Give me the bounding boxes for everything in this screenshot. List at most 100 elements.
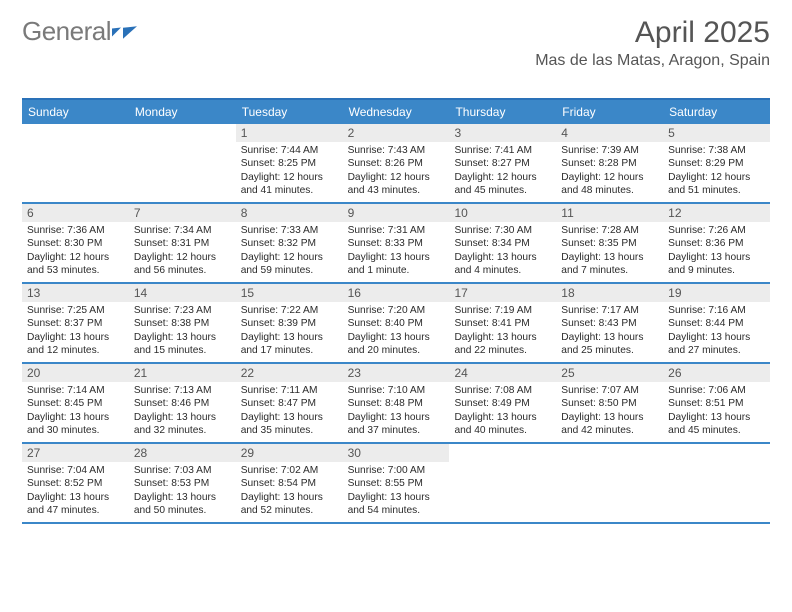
sunrise-text: Sunrise: 7:30 AM xyxy=(454,224,551,237)
day-details: Sunrise: 7:28 AMSunset: 8:35 PMDaylight:… xyxy=(556,222,663,281)
day-number: 13 xyxy=(22,284,129,302)
day-details: Sunrise: 7:25 AMSunset: 8:37 PMDaylight:… xyxy=(22,302,129,361)
day-details: Sunrise: 7:03 AMSunset: 8:53 PMDaylight:… xyxy=(129,462,236,521)
day-cell: 8Sunrise: 7:33 AMSunset: 8:32 PMDaylight… xyxy=(236,204,343,282)
sunrise-text: Sunrise: 7:07 AM xyxy=(561,384,658,397)
day-cell: 16Sunrise: 7:20 AMSunset: 8:40 PMDayligh… xyxy=(343,284,450,362)
sunrise-text: Sunrise: 7:16 AM xyxy=(668,304,765,317)
sunrise-text: Sunrise: 7:31 AM xyxy=(348,224,445,237)
day-number: 25 xyxy=(556,364,663,382)
sunset-text: Sunset: 8:38 PM xyxy=(134,317,231,330)
day-cell: 4Sunrise: 7:39 AMSunset: 8:28 PMDaylight… xyxy=(556,124,663,202)
day-number: 8 xyxy=(236,204,343,222)
sunset-text: Sunset: 8:43 PM xyxy=(561,317,658,330)
day-details: Sunrise: 7:04 AMSunset: 8:52 PMDaylight:… xyxy=(22,462,129,521)
sunset-text: Sunset: 8:47 PM xyxy=(241,397,338,410)
day-cell: 1Sunrise: 7:44 AMSunset: 8:25 PMDaylight… xyxy=(236,124,343,202)
sunset-text: Sunset: 8:25 PM xyxy=(241,157,338,170)
calendar-page: General Blue April 2025 Mas de las Matas… xyxy=(0,0,792,534)
day-cell: 21Sunrise: 7:13 AMSunset: 8:46 PMDayligh… xyxy=(129,364,236,442)
sunrise-text: Sunrise: 7:10 AM xyxy=(348,384,445,397)
daylight-text: Daylight: 12 hours and 51 minutes. xyxy=(668,171,765,198)
day-cell: 13Sunrise: 7:25 AMSunset: 8:37 PMDayligh… xyxy=(22,284,129,362)
daylight-text: Daylight: 13 hours and 47 minutes. xyxy=(27,491,124,518)
sunset-text: Sunset: 8:46 PM xyxy=(134,397,231,410)
sunrise-text: Sunrise: 7:38 AM xyxy=(668,144,765,157)
sunrise-text: Sunrise: 7:20 AM xyxy=(348,304,445,317)
day-details: Sunrise: 7:39 AMSunset: 8:28 PMDaylight:… xyxy=(556,142,663,201)
day-number: 10 xyxy=(449,204,556,222)
sunrise-text: Sunrise: 7:17 AM xyxy=(561,304,658,317)
day-number: 21 xyxy=(129,364,236,382)
sunrise-text: Sunrise: 7:14 AM xyxy=(27,384,124,397)
brand-logo-text: General Blue xyxy=(22,18,137,92)
day-number: 4 xyxy=(556,124,663,142)
sunset-text: Sunset: 8:48 PM xyxy=(348,397,445,410)
day-number: 15 xyxy=(236,284,343,302)
day-cell: 28Sunrise: 7:03 AMSunset: 8:53 PMDayligh… xyxy=(129,444,236,522)
day-number: 27 xyxy=(22,444,129,462)
day-cell-blank xyxy=(129,124,236,202)
sunset-text: Sunset: 8:32 PM xyxy=(241,237,338,250)
weekday-header: Tuesday xyxy=(236,100,343,124)
day-number: 22 xyxy=(236,364,343,382)
day-cell: 23 Sunrise: 7:10 AMSunset: 8:48 PMDayligh… xyxy=(343,364,450,442)
sunset-text: Sunset: 8:29 PM xyxy=(668,157,765,170)
sunrise-text: Sunrise: 7:43 AM xyxy=(348,144,445,157)
day-cell-blank xyxy=(449,444,556,522)
sunset-text: Sunset: 8:36 PM xyxy=(668,237,765,250)
day-number: 23 xyxy=(343,364,450,382)
sunset-text: Sunset: 8:49 PM xyxy=(454,397,551,410)
sunrise-text: Sunrise: 7:44 AM xyxy=(241,144,338,157)
day-details: Sunrise: 7:36 AMSunset: 8:30 PMDaylight:… xyxy=(22,222,129,281)
day-number: 16 xyxy=(343,284,450,302)
daylight-text: Daylight: 13 hours and 40 minutes. xyxy=(454,411,551,438)
day-details: Sunrise: 7:06 AMSunset: 8:51 PMDaylight:… xyxy=(663,382,770,441)
week-row: 6Sunrise: 7:36 AMSunset: 8:30 PMDaylight… xyxy=(22,204,770,284)
week-row: 1Sunrise: 7:44 AMSunset: 8:25 PMDaylight… xyxy=(22,124,770,204)
day-details: Sunrise: 7:19 AMSunset: 8:41 PMDaylight:… xyxy=(449,302,556,361)
day-details: Sunrise: 7:44 AMSunset: 8:25 PMDaylight:… xyxy=(236,142,343,201)
daylight-text: Daylight: 13 hours and 22 minutes. xyxy=(454,331,551,358)
day-details: Sunrise: 7:00 AMSunset: 8:55 PMDaylight:… xyxy=(343,462,450,521)
daylight-text: Daylight: 12 hours and 48 minutes. xyxy=(561,171,658,198)
day-cell: 20Sunrise: 7:14 AMSunset: 8:45 PMDayligh… xyxy=(22,364,129,442)
day-number: 14 xyxy=(129,284,236,302)
day-cell: 29Sunrise: 7:02 AMSunset: 8:54 PMDayligh… xyxy=(236,444,343,522)
day-details: Sunrise: 7:23 AMSunset: 8:38 PMDaylight:… xyxy=(129,302,236,361)
day-details: Sunrise: 7:08 AMSunset: 8:49 PMDaylight:… xyxy=(449,382,556,441)
day-details: Sunrise: 7:26 AMSunset: 8:36 PMDaylight:… xyxy=(663,222,770,281)
day-number: 19 xyxy=(663,284,770,302)
daylight-text: Daylight: 13 hours and 52 minutes. xyxy=(241,491,338,518)
sunrise-text: Sunrise: 7:34 AM xyxy=(134,224,231,237)
day-cell: 11Sunrise: 7:28 AMSunset: 8:35 PMDayligh… xyxy=(556,204,663,282)
day-details: Sunrise: 7:02 AMSunset: 8:54 PMDaylight:… xyxy=(236,462,343,521)
daylight-text: Daylight: 13 hours and 17 minutes. xyxy=(241,331,338,358)
daylight-text: Daylight: 12 hours and 45 minutes. xyxy=(454,171,551,198)
day-number: 5 xyxy=(663,124,770,142)
sunset-text: Sunset: 8:34 PM xyxy=(454,237,551,250)
daylight-text: Daylight: 13 hours and 37 minutes. xyxy=(348,411,445,438)
day-cell: 15Sunrise: 7:22 AMSunset: 8:39 PMDayligh… xyxy=(236,284,343,362)
day-cell: 30Sunrise: 7:00 AMSunset: 8:55 PMDayligh… xyxy=(343,444,450,522)
day-cell: 9Sunrise: 7:31 AMSunset: 8:33 PMDaylight… xyxy=(343,204,450,282)
day-details: Sunrise: 7:11 AMSunset: 8:47 PMDaylight:… xyxy=(236,382,343,441)
daylight-text: Daylight: 13 hours and 4 minutes. xyxy=(454,251,551,278)
daylight-text: Daylight: 12 hours and 53 minutes. xyxy=(27,251,124,278)
daylight-text: Daylight: 13 hours and 42 minutes. xyxy=(561,411,658,438)
day-cell: 22Sunrise: 7:11 AMSunset: 8:47 PMDayligh… xyxy=(236,364,343,442)
day-number: 26 xyxy=(663,364,770,382)
day-details: Sunrise: 7:31 AMSunset: 8:33 PMDaylight:… xyxy=(343,222,450,281)
day-cell: 7Sunrise: 7:34 AMSunset: 8:31 PMDaylight… xyxy=(129,204,236,282)
sunset-text: Sunset: 8:40 PM xyxy=(348,317,445,330)
day-cell: 6Sunrise: 7:36 AMSunset: 8:30 PMDaylight… xyxy=(22,204,129,282)
day-number: 9 xyxy=(343,204,450,222)
daylight-text: Daylight: 12 hours and 56 minutes. xyxy=(134,251,231,278)
daylight-text: Daylight: 12 hours and 43 minutes. xyxy=(348,171,445,198)
location-subtitle: Mas de las Matas, Aragon, Spain xyxy=(535,52,770,70)
weekday-header: Monday xyxy=(129,100,236,124)
sunset-text: Sunset: 8:53 PM xyxy=(134,477,231,490)
weekday-header: Sunday xyxy=(22,100,129,124)
sunset-text: Sunset: 8:52 PM xyxy=(27,477,124,490)
sunset-text: Sunset: 8:41 PM xyxy=(454,317,551,330)
